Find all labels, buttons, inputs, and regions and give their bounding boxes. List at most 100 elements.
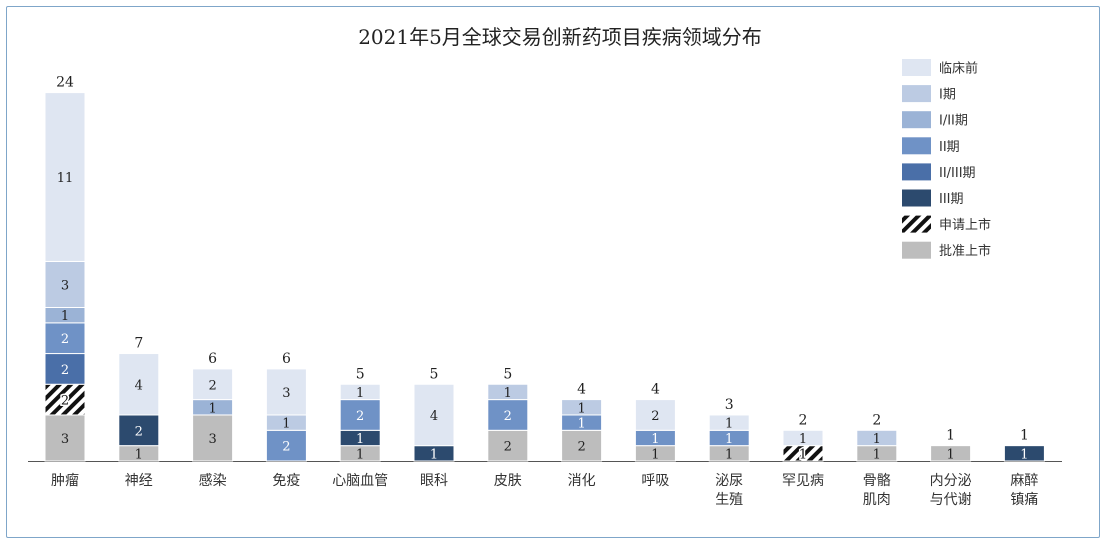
category-label: 罕见病 bbox=[782, 473, 824, 489]
bar-segment-7-7 bbox=[487, 383, 529, 401]
segment-value-label: 1 bbox=[946, 447, 954, 462]
segment-value-label: 1 bbox=[651, 447, 659, 462]
segment-value-label: 3 bbox=[61, 278, 69, 293]
legend-label: 临床前 bbox=[939, 61, 978, 77]
segment-value-label: 1 bbox=[799, 447, 807, 462]
segment-value-label: 1 bbox=[725, 417, 733, 432]
segment-value-label: 2 bbox=[61, 363, 69, 378]
legend-label: III期 bbox=[939, 192, 964, 207]
category-label: 肿瘤 bbox=[51, 472, 79, 489]
legend-swatch bbox=[902, 59, 931, 76]
bar-segment-2-3 bbox=[118, 414, 160, 447]
legend-swatch bbox=[902, 137, 931, 155]
legend-label: 申请上市 bbox=[939, 217, 991, 233]
category-label: 皮肤 bbox=[494, 473, 522, 489]
bar-total-label: 24 bbox=[56, 75, 74, 91]
segment-value-label: 1 bbox=[282, 417, 290, 432]
category-label: 消化 bbox=[568, 473, 596, 489]
bar-segment-13-1 bbox=[930, 445, 972, 462]
category-label: 生殖 bbox=[715, 491, 743, 508]
category-label: 与代谢 bbox=[930, 492, 972, 508]
bar-segment-12-7 bbox=[856, 429, 898, 447]
segment-value-label: 1 bbox=[208, 401, 216, 416]
bar-segment-3-8 bbox=[192, 368, 234, 401]
category-label: 眼科 bbox=[420, 473, 448, 489]
segment-value-label: 2 bbox=[61, 332, 69, 347]
bars-group: 3222131124肿瘤1247神经3126感染2136免疫11215心脑血管1… bbox=[28, 75, 1062, 508]
bar-total-label: 6 bbox=[282, 351, 291, 367]
chart-title: 2021年5月全球交易创新药项目疾病领域分布 bbox=[358, 25, 762, 49]
segment-value-label: 1 bbox=[577, 401, 585, 416]
segment-value-label: 1 bbox=[577, 417, 585, 432]
bar-segment-4-8 bbox=[265, 368, 307, 416]
category-label: 骨骼 bbox=[863, 473, 891, 489]
bar-segment-7-1 bbox=[487, 429, 529, 462]
bar-segment-5-8 bbox=[339, 383, 381, 401]
segment-value-label: 1 bbox=[356, 386, 364, 401]
legend-swatch bbox=[902, 241, 931, 259]
legend-label: I/II期 bbox=[939, 114, 968, 129]
bar-total-label: 1 bbox=[946, 428, 955, 444]
segment-value-label: 2 bbox=[282, 440, 290, 455]
segment-value-label: 1 bbox=[725, 447, 733, 462]
segment-value-label: 4 bbox=[430, 409, 438, 424]
bar-segment-1-5 bbox=[44, 322, 86, 355]
bar-segment-14-3 bbox=[1003, 445, 1045, 462]
segment-value-label: 2 bbox=[61, 394, 69, 409]
bar-segment-1-4 bbox=[44, 353, 86, 385]
segment-value-label: 11 bbox=[57, 171, 74, 186]
legend-label: II/III期 bbox=[939, 166, 976, 181]
segment-value-label: 1 bbox=[651, 432, 659, 447]
segment-value-label: 2 bbox=[504, 440, 512, 455]
bar-total-label: 2 bbox=[872, 412, 881, 428]
bar-segment-1-8 bbox=[44, 92, 86, 262]
legend-label: II期 bbox=[939, 140, 960, 155]
category-label: 免疫 bbox=[272, 473, 300, 489]
segment-value-label: 3 bbox=[208, 432, 216, 447]
bar-total-label: 6 bbox=[208, 351, 217, 367]
category-label: 感染 bbox=[199, 472, 227, 489]
bar-total-label: 5 bbox=[503, 366, 512, 382]
bar-segment-9-8 bbox=[634, 399, 676, 431]
segment-value-label: 2 bbox=[135, 424, 143, 439]
category-label: 肌肉 bbox=[863, 492, 891, 508]
segment-value-label: 3 bbox=[282, 386, 290, 401]
segment-value-label: 1 bbox=[430, 447, 438, 462]
segment-value-label: 2 bbox=[208, 378, 216, 393]
segment-value-label: 1 bbox=[61, 309, 69, 324]
segment-value-label: 2 bbox=[504, 409, 512, 424]
bar-total-label: 3 bbox=[725, 397, 734, 413]
segment-value-label: 1 bbox=[873, 432, 881, 447]
segment-value-label: 1 bbox=[356, 447, 364, 462]
bar-segment-2-8 bbox=[118, 353, 160, 416]
legend-swatch bbox=[902, 163, 931, 181]
segment-value-label: 1 bbox=[135, 447, 143, 462]
bar-segment-7-5 bbox=[487, 399, 529, 431]
bar-total-label: 5 bbox=[356, 366, 365, 382]
segment-value-label: 4 bbox=[135, 378, 143, 393]
legend-label: 批准上市 bbox=[939, 243, 991, 259]
bar-total-label: 4 bbox=[577, 382, 586, 398]
bar-segment-1-1 bbox=[44, 414, 86, 462]
legend-swatch bbox=[902, 215, 931, 233]
legend-swatch bbox=[902, 189, 931, 207]
bar-segment-11-8 bbox=[782, 429, 824, 447]
bar-segment-10-8 bbox=[708, 414, 750, 431]
bar-segment-8-7 bbox=[561, 399, 603, 416]
category-label: 内分泌 bbox=[930, 473, 972, 489]
segment-value-label: 2 bbox=[577, 440, 585, 455]
bar-total-label: 5 bbox=[430, 366, 439, 382]
category-label: 麻醉 bbox=[1010, 473, 1038, 489]
category-label: 心脑血管 bbox=[332, 473, 388, 489]
segment-value-label: 1 bbox=[504, 386, 512, 401]
bar-total-label: 7 bbox=[134, 336, 143, 352]
bar-segment-8-1 bbox=[561, 429, 603, 462]
segment-value-label: 1 bbox=[799, 432, 807, 447]
segment-value-label: 1 bbox=[1020, 447, 1028, 462]
bar-total-label: 4 bbox=[651, 382, 660, 398]
segment-value-label: 3 bbox=[61, 432, 69, 447]
segment-value-label: 1 bbox=[725, 432, 733, 447]
category-label: 神经 bbox=[125, 473, 153, 489]
legend-swatch bbox=[902, 111, 931, 129]
segment-value-label: 1 bbox=[873, 447, 881, 462]
